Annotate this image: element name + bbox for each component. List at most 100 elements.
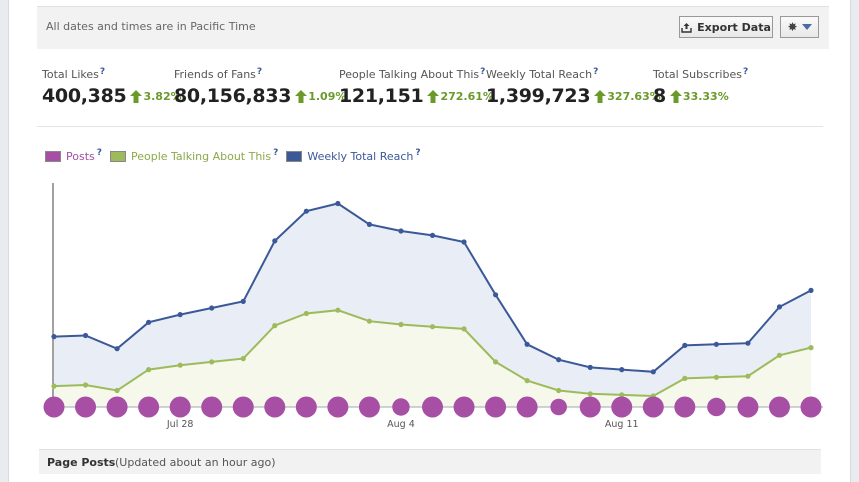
series-point	[51, 334, 57, 340]
up-arrow-icon	[669, 89, 682, 103]
metric-change: 33.33%	[682, 89, 729, 103]
series-point	[335, 200, 341, 207]
series-point	[209, 305, 215, 311]
export-data-button[interactable]: Export Data	[679, 16, 773, 38]
series-point	[114, 346, 120, 352]
series-point	[492, 359, 499, 365]
help-icon[interactable]: ?	[593, 67, 599, 77]
post-marker	[642, 396, 664, 418]
help-icon[interactable]: ?	[96, 147, 102, 158]
metric-change: 3.82%	[143, 89, 182, 103]
help-icon[interactable]: ?	[99, 67, 106, 77]
series-point	[209, 359, 215, 365]
metric-value: 400,385	[42, 85, 127, 107]
metric-change: 327.63%	[607, 89, 661, 103]
series-point	[177, 362, 183, 368]
timezone-note: All dates and times are in Pacific Time	[46, 20, 256, 33]
legend-swatch	[109, 151, 126, 162]
post-marker	[485, 396, 507, 418]
settings-dropdown-button[interactable]: ✸	[780, 16, 819, 38]
up-arrow-icon	[427, 89, 440, 103]
post-marker	[768, 396, 790, 418]
post-marker	[295, 396, 317, 418]
series-point	[82, 382, 89, 388]
up-arrow-icon	[295, 89, 308, 103]
post-marker	[392, 398, 410, 416]
series-point	[272, 323, 278, 329]
post-marker	[169, 396, 191, 418]
series-point	[177, 312, 183, 318]
help-icon[interactable]: ?	[256, 67, 263, 77]
series-point	[619, 392, 625, 398]
legend-swatch	[286, 151, 303, 162]
series-point	[240, 356, 246, 362]
post-marker	[453, 396, 475, 418]
metric-value: 121,151	[339, 85, 424, 107]
metric-weekly-reach: Weekly Total Reach? 1,399,723 327.63%	[486, 67, 661, 107]
legend-item-weekly-reach[interactable]: Weekly Total Reach ?	[286, 147, 421, 163]
chart-legend: Posts ? People Talking About This ? Week…	[45, 147, 421, 163]
legend-label: People Talking About This	[130, 150, 272, 163]
export-data-label: Export Data	[697, 20, 771, 34]
legend-item-people-talking[interactable]: People Talking About This ?	[109, 147, 279, 163]
metric-total-subscribes: Total Subscribes? 8 33.33%	[653, 67, 749, 107]
post-marker	[800, 396, 822, 418]
help-icon[interactable]: ?	[742, 67, 749, 77]
x-tick-label: Jul 28	[166, 419, 194, 430]
post-marker	[611, 396, 633, 418]
series-point	[492, 292, 499, 298]
help-icon[interactable]: ?	[415, 147, 421, 158]
series-point	[650, 369, 656, 375]
series-point	[429, 232, 436, 238]
metric-label: Total Likes	[42, 68, 99, 81]
series-point	[776, 304, 783, 310]
series-point	[619, 367, 625, 373]
series-point	[461, 326, 467, 332]
post-marker	[75, 396, 97, 418]
post-marker	[106, 396, 128, 418]
post-marker	[201, 396, 223, 418]
post-marker	[232, 396, 254, 418]
series-point	[398, 228, 404, 234]
series-point	[713, 374, 719, 380]
post-marker	[579, 396, 601, 418]
series-point	[745, 340, 751, 346]
series-point	[272, 238, 278, 244]
series-point	[82, 332, 89, 339]
series-point	[556, 357, 562, 363]
help-icon[interactable]: ?	[480, 67, 486, 77]
metric-label: Friends of Fans	[174, 68, 256, 81]
insights-header-bar: All dates and times are in Pacific Time …	[37, 6, 829, 49]
post-marker	[674, 396, 696, 418]
series-point	[240, 298, 246, 304]
series-point	[776, 352, 783, 358]
page-posts-header: Page Posts (Updated about an hour ago)	[39, 449, 821, 474]
post-marker	[422, 396, 443, 418]
series-point	[335, 307, 341, 313]
right-border	[850, 0, 859, 482]
metric-change: 272.61%	[440, 89, 494, 103]
series-point	[366, 221, 373, 227]
metric-label: Total Subscribes	[653, 68, 742, 81]
legend-label: Posts	[66, 150, 95, 163]
x-tick-label: Aug 4	[387, 419, 415, 430]
export-icon	[681, 22, 692, 33]
legend-item-posts[interactable]: Posts ?	[45, 147, 102, 163]
metric-change: 1.09%	[308, 89, 347, 103]
series-point	[587, 364, 593, 370]
metric-value: 8	[653, 85, 666, 107]
metric-total-likes: Total Likes? 400,385 3.82%	[42, 67, 182, 107]
post-marker	[737, 396, 759, 418]
section-divider	[37, 126, 823, 127]
legend-label: Weekly Total Reach	[307, 150, 414, 163]
series-point	[303, 310, 309, 317]
up-arrow-icon	[130, 89, 143, 103]
series-area	[54, 310, 811, 407]
help-icon[interactable]: ?	[273, 147, 279, 158]
series-point	[51, 383, 57, 389]
metric-people-talking: People Talking About This? 121,151 272.6…	[339, 67, 494, 107]
post-marker	[43, 396, 65, 418]
page-posts-title: Page Posts	[47, 456, 116, 469]
series-point	[114, 387, 120, 394]
